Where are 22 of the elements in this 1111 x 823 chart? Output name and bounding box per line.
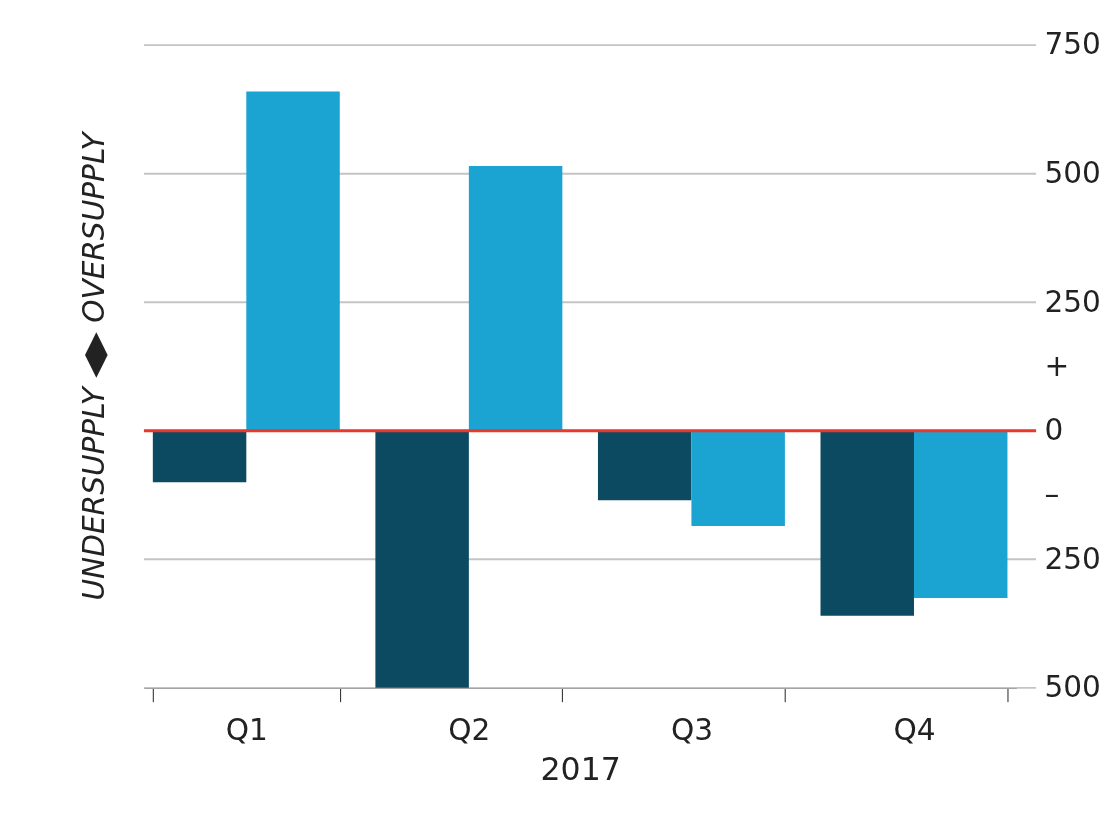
bar xyxy=(468,165,563,431)
y-tick-label: 750 xyxy=(1044,27,1101,62)
y-axis-title: UNDERSUPPLY ◀▶ OVERSUPPLY xyxy=(76,130,111,601)
bar xyxy=(820,430,914,616)
x-tick-label: Q2 xyxy=(448,712,491,747)
bar xyxy=(913,430,1008,598)
bar xyxy=(691,430,785,526)
bar xyxy=(152,430,247,483)
bar xyxy=(246,91,340,431)
x-tick-label: Q1 xyxy=(225,712,268,747)
x-tick-label: Q4 xyxy=(893,712,936,747)
y-tick-label: 250 xyxy=(1044,541,1101,576)
y-tick-label: + xyxy=(1044,348,1070,383)
y-tick-label: 500 xyxy=(1044,670,1101,705)
x-axis-title: 2017 xyxy=(540,751,621,788)
bar xyxy=(375,430,469,688)
y-tick-label: – xyxy=(1044,477,1060,512)
y-tick-label: 250 xyxy=(1044,284,1101,319)
x-tick-label: Q3 xyxy=(670,712,713,747)
y-tick-label: 500 xyxy=(1044,156,1101,191)
bar xyxy=(597,430,692,501)
y-tick-label: 0 xyxy=(1044,413,1064,448)
